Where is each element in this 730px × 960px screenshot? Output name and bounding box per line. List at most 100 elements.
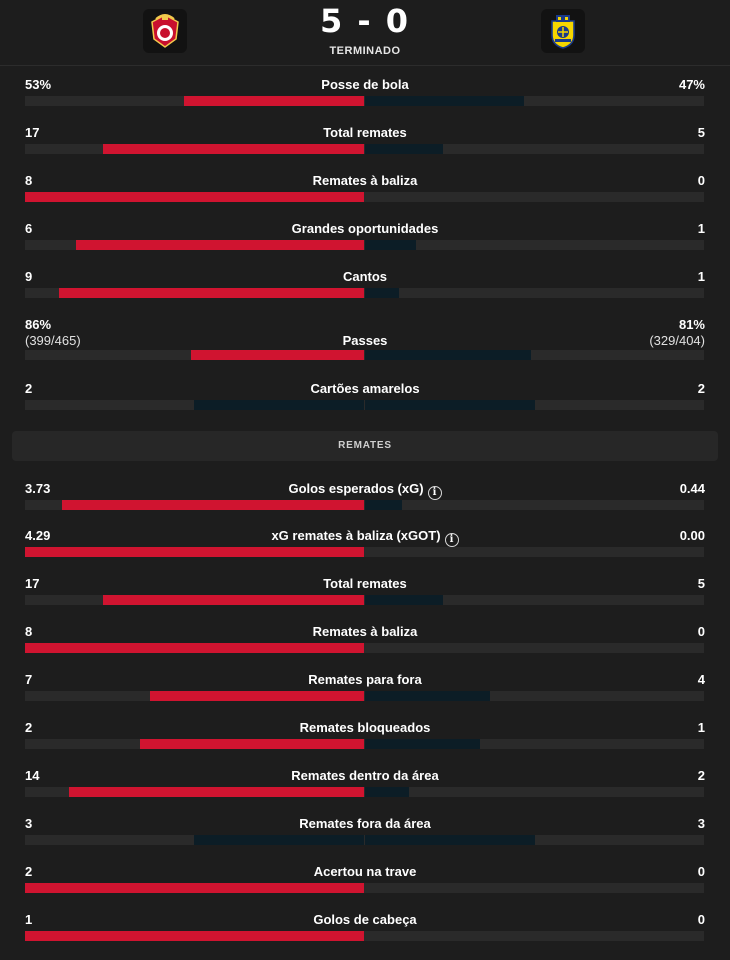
match-score: 5 - 0 bbox=[319, 2, 411, 40]
away-bar-track bbox=[365, 350, 704, 360]
home-bar-fill bbox=[62, 500, 364, 510]
stat-name-label: Cantos bbox=[342, 269, 388, 284]
away-bar-fill bbox=[365, 96, 524, 106]
stat-name-label: Grandes oportunidades bbox=[291, 221, 439, 236]
home-stat-value: 2 bbox=[25, 720, 33, 735]
away-stat-value: 81% bbox=[678, 317, 705, 332]
stat-name: Golos de cabeça bbox=[0, 912, 730, 927]
match-header: 5 - 0 TERMINADO bbox=[0, 0, 730, 66]
home-stat-value: 86% bbox=[25, 317, 52, 332]
away-stat-value: 4 bbox=[697, 672, 705, 687]
away-stat-value: 0.00 bbox=[679, 528, 705, 543]
away-stat-value: 0 bbox=[697, 173, 705, 188]
home-bar-fill bbox=[25, 931, 364, 941]
stat-comparison-bar bbox=[25, 739, 704, 749]
away-bar-fill bbox=[365, 787, 409, 797]
away-bar-track bbox=[365, 595, 704, 605]
away-stat-value: 2 bbox=[697, 381, 705, 396]
home-stat-value: 7 bbox=[25, 672, 33, 687]
stat-comparison-bar bbox=[25, 931, 704, 941]
stat-name: Passes bbox=[0, 333, 730, 348]
home-stat-value: 6 bbox=[25, 221, 33, 236]
away-bar-track bbox=[365, 144, 704, 154]
stat-comparison-bar bbox=[25, 595, 704, 605]
stat-comparison-bar bbox=[25, 835, 704, 845]
home-stat-detail: (399/465) bbox=[25, 333, 81, 348]
away-stat-value: 5 bbox=[697, 576, 705, 591]
home-stat-value: 8 bbox=[25, 624, 33, 639]
home-team-crest[interactable] bbox=[143, 9, 187, 53]
home-bar-fill bbox=[59, 288, 364, 298]
home-bar-fill bbox=[25, 643, 364, 653]
stat-name-label: Total remates bbox=[323, 125, 407, 140]
home-bar-fill bbox=[150, 691, 364, 701]
stat-comparison-bar bbox=[25, 691, 704, 701]
info-icon[interactable]: i bbox=[444, 533, 459, 547]
away-stat-value: 0.44 bbox=[679, 481, 705, 496]
stat-name-label: Golos esperados (xG) bbox=[288, 481, 424, 496]
away-bar-fill bbox=[365, 144, 443, 154]
stat-name: Remates à baliza bbox=[0, 173, 730, 188]
home-bar-fill bbox=[103, 595, 364, 605]
home-bar-fill bbox=[76, 240, 364, 250]
stat-comparison-bar bbox=[25, 350, 704, 360]
stat-comparison-bar bbox=[25, 96, 704, 106]
stat-comparison-bar bbox=[25, 144, 704, 154]
stat-comparison-bar bbox=[25, 240, 704, 250]
home-bar-fill bbox=[25, 192, 364, 202]
stat-name-label: Remates à baliza bbox=[312, 173, 418, 188]
stat-name: Remates dentro da área bbox=[0, 768, 730, 783]
away-stat-value: 5 bbox=[697, 125, 705, 140]
away-bar-track bbox=[365, 288, 704, 298]
away-bar-fill bbox=[365, 691, 490, 701]
stat-comparison-bar bbox=[25, 500, 704, 510]
away-stat-detail: (329/404) bbox=[649, 333, 705, 348]
away-stat-value: 2 bbox=[697, 768, 705, 783]
arouca-crest-icon bbox=[551, 15, 575, 49]
home-stat-value: 3 bbox=[25, 816, 33, 831]
home-bar-fill bbox=[191, 350, 364, 360]
away-stat-value: 1 bbox=[697, 269, 705, 284]
away-bar-fill bbox=[365, 835, 535, 845]
away-bar-track bbox=[365, 500, 704, 510]
home-bar-fill bbox=[69, 787, 364, 797]
away-bar-fill bbox=[365, 350, 531, 360]
away-stat-value: 3 bbox=[697, 816, 705, 831]
away-bar-track bbox=[365, 96, 704, 106]
stat-name: Cantos bbox=[0, 269, 730, 284]
away-stat-value: 47% bbox=[678, 77, 705, 92]
home-bar-fill bbox=[25, 883, 364, 893]
stat-name: Golos esperados (xG) i bbox=[0, 481, 730, 500]
home-bar-fill bbox=[25, 547, 364, 557]
away-bar-track bbox=[365, 787, 704, 797]
home-stat-value: 2 bbox=[25, 381, 33, 396]
stat-comparison-bar bbox=[25, 643, 704, 653]
stat-name-label: Remates para fora bbox=[308, 672, 422, 687]
stat-name-label: Cartões amarelos bbox=[310, 381, 420, 396]
stat-name-label: Posse de bola bbox=[321, 77, 409, 92]
stat-comparison-bar bbox=[25, 288, 704, 298]
home-stat-value: 4.29 bbox=[25, 528, 51, 543]
home-stat-value: 17 bbox=[25, 125, 40, 140]
stat-name-label: Remates bloqueados bbox=[299, 720, 431, 735]
away-bar-fill bbox=[365, 240, 416, 250]
stat-comparison-bar bbox=[25, 400, 704, 410]
stat-name: Grandes oportunidades bbox=[0, 221, 730, 236]
away-bar-track bbox=[365, 883, 704, 893]
home-stat-value: 17 bbox=[25, 576, 40, 591]
stat-comparison-bar bbox=[25, 547, 704, 557]
home-bar-fill bbox=[194, 835, 364, 845]
away-bar-track bbox=[365, 643, 704, 653]
stat-name-label: Remates dentro da área bbox=[291, 768, 439, 783]
away-stat-value: 0 bbox=[697, 864, 705, 879]
stat-comparison-bar bbox=[25, 192, 704, 202]
stat-name: Remates para fora bbox=[0, 672, 730, 687]
away-bar-track bbox=[365, 547, 704, 557]
home-stat-value: 9 bbox=[25, 269, 33, 284]
info-icon[interactable]: i bbox=[427, 486, 442, 500]
home-bar-fill bbox=[194, 400, 364, 410]
away-bar-track bbox=[365, 691, 704, 701]
home-stat-value: 2 bbox=[25, 864, 33, 879]
stat-name: Total remates bbox=[0, 125, 730, 140]
away-team-crest[interactable] bbox=[541, 9, 585, 53]
